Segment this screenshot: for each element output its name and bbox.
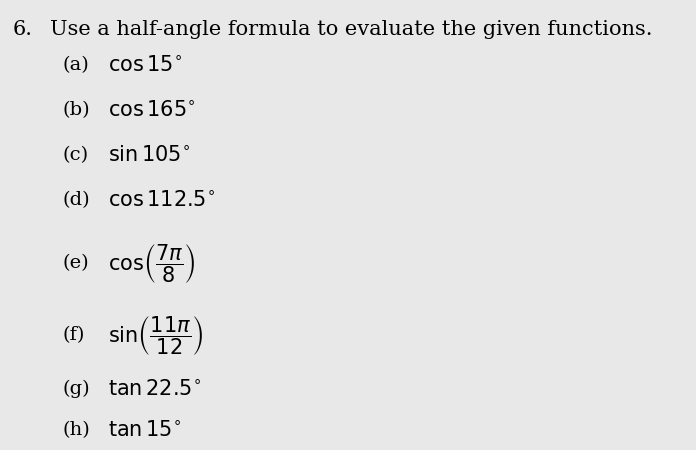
Text: (e): (e) — [63, 254, 89, 272]
Text: $\tan 15^{\circ}$: $\tan 15^{\circ}$ — [108, 420, 181, 440]
Text: (c): (c) — [63, 146, 89, 164]
Text: (a): (a) — [63, 56, 89, 74]
Text: (d): (d) — [63, 191, 90, 209]
Text: $\sin 105^{\circ}$: $\sin 105^{\circ}$ — [108, 145, 190, 165]
Text: (b): (b) — [63, 101, 90, 119]
Text: $\cos 165^{\circ}$: $\cos 165^{\circ}$ — [108, 100, 196, 120]
Text: 6.: 6. — [13, 20, 33, 39]
Text: (h): (h) — [63, 421, 90, 439]
Text: (f): (f) — [63, 326, 85, 344]
Text: (g): (g) — [63, 380, 90, 398]
Text: $\cos 15^{\circ}$: $\cos 15^{\circ}$ — [108, 55, 182, 75]
Text: $\cos\!\left(\dfrac{7\pi}{8}\right)$: $\cos\!\left(\dfrac{7\pi}{8}\right)$ — [108, 242, 196, 285]
Text: Use a half-angle formula to evaluate the given functions.: Use a half-angle formula to evaluate the… — [50, 20, 653, 39]
Text: $\tan 22.5^{\circ}$: $\tan 22.5^{\circ}$ — [108, 379, 201, 399]
Text: $\sin\!\left(\dfrac{11\pi}{12}\right)$: $\sin\!\left(\dfrac{11\pi}{12}\right)$ — [108, 314, 203, 357]
Text: $\cos 112.5^{\circ}$: $\cos 112.5^{\circ}$ — [108, 190, 215, 210]
